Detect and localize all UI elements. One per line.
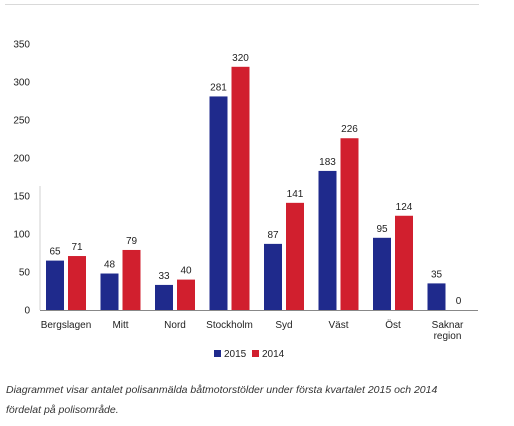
data-label-2015: 95 bbox=[376, 224, 388, 235]
x-tick-label-line: region bbox=[434, 331, 462, 342]
legend-label-2014: 2014 bbox=[262, 349, 285, 360]
data-label-2015: 281 bbox=[210, 82, 227, 93]
bar-2014 bbox=[122, 249, 141, 310]
bar-2014 bbox=[395, 215, 413, 310]
caption-line-2: fördelat på polisområde. bbox=[6, 404, 119, 416]
x-tick-label-line: Mitt bbox=[112, 320, 128, 331]
data-label-2015: 48 bbox=[104, 260, 116, 271]
bar-2015 bbox=[100, 273, 119, 310]
x-tick-label: Öst bbox=[385, 319, 401, 331]
legend-swatch-2014 bbox=[252, 350, 259, 357]
data-label-2014: 79 bbox=[126, 236, 138, 247]
x-tick-label-line: Bergslagen bbox=[41, 320, 92, 331]
y-tick-label: 0 bbox=[24, 306, 30, 317]
x-tick-label-line: Saknar bbox=[432, 320, 464, 331]
x-tick-label: Väst bbox=[328, 320, 348, 331]
data-label-2015: 35 bbox=[431, 269, 443, 280]
legend-swatch-2015 bbox=[214, 350, 221, 357]
y-tick-label: 100 bbox=[13, 230, 30, 241]
data-label-2014: 40 bbox=[180, 266, 192, 277]
x-tick-label-line: Stockholm bbox=[206, 320, 253, 331]
chart-caption: Diagrammet visar antalet polisanmälda bå… bbox=[6, 380, 476, 420]
data-label-2014: 0 bbox=[456, 296, 462, 307]
data-label-2015: 183 bbox=[319, 157, 336, 168]
bar-2015 bbox=[155, 284, 173, 310]
x-tick-label-line: Syd bbox=[275, 320, 292, 331]
x-tick-label: Mitt bbox=[112, 320, 128, 331]
y-tick-label: 150 bbox=[13, 192, 30, 203]
data-label-2014: 141 bbox=[287, 189, 304, 200]
x-tick-label: Stockholm bbox=[206, 320, 253, 331]
bar-2014 bbox=[177, 279, 195, 310]
data-label-2014: 124 bbox=[396, 202, 413, 213]
data-label-2014: 226 bbox=[341, 124, 358, 135]
y-tick-label: 300 bbox=[13, 78, 30, 89]
bar-2015 bbox=[264, 243, 282, 310]
y-tick-label: 250 bbox=[13, 116, 30, 127]
x-tick-label-line: Öst bbox=[385, 319, 401, 331]
bar-2014 bbox=[231, 66, 250, 310]
bar-2015 bbox=[318, 170, 337, 310]
top-divider bbox=[5, 4, 479, 5]
caption-line-1: Diagrammet visar antalet polisanmälda bå… bbox=[6, 384, 438, 396]
x-tick-label: Nord bbox=[164, 320, 186, 331]
bar-2015 bbox=[427, 283, 446, 310]
x-tick-label: Saknar region bbox=[432, 320, 464, 342]
x-tick-label: Syd bbox=[275, 320, 292, 331]
bar-2014 bbox=[68, 256, 86, 310]
y-tick-label: 50 bbox=[19, 268, 31, 279]
bar-2015 bbox=[46, 260, 64, 310]
legend-label-2015: 2015 bbox=[224, 349, 247, 360]
bar-2015 bbox=[373, 237, 391, 310]
data-label-2015: 87 bbox=[267, 230, 279, 241]
x-tick-label-line: Väst bbox=[328, 320, 348, 331]
bar-chart: 0 50 100 150 200 250 300 350 65 71 Bergslagen 48 79 M… bbox=[13, 40, 478, 360]
bar-2014 bbox=[286, 202, 304, 310]
x-tick-label-line: Nord bbox=[164, 320, 186, 331]
bar-2014 bbox=[340, 138, 359, 310]
data-label-2015: 65 bbox=[49, 247, 61, 258]
x-tick-label: Bergslagen bbox=[41, 320, 92, 331]
y-tick-label: 350 bbox=[13, 40, 30, 51]
data-label-2014: 320 bbox=[232, 53, 249, 64]
y-tick-label: 200 bbox=[13, 154, 30, 165]
data-label-2014: 71 bbox=[71, 242, 83, 253]
data-label-2015: 33 bbox=[158, 271, 170, 282]
bar-2015 bbox=[209, 96, 228, 310]
